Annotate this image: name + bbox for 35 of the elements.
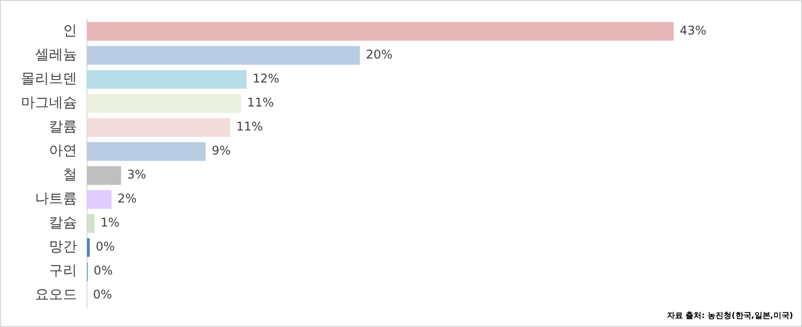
data-label: 0% [96,240,115,254]
bar [87,214,95,233]
bar [87,166,122,185]
bar [87,142,206,161]
data-label: 9% [212,144,231,158]
y-tick-label: 요오드 [35,287,77,304]
data-label: 2% [118,192,137,206]
bar [87,118,230,137]
bar [87,238,90,257]
y-tick-label: 망간 [49,239,77,256]
data-label: 0% [93,288,112,302]
text: 자료 출처: 농진청(한국,일본,미국) [666,311,793,320]
y-tick-label: 몰리브덴 [21,71,77,88]
y-tick-label: 구리 [49,263,77,280]
data-label: 11% [236,120,263,134]
bar [87,22,674,41]
y-tick-label: 아연 [49,143,77,160]
data-label: 11% [247,96,274,110]
y-tick-label: 철 [63,167,77,184]
data-label: 0% [94,264,113,278]
y-tick-label: 마그네슘 [21,95,77,112]
y-tick-label: 나트륨 [35,191,77,208]
data-label: 3% [127,168,146,182]
y-tick-label: 인 [63,23,77,40]
data-label: 12% [252,72,280,86]
data-label: 43% [680,24,706,38]
bar [87,70,247,89]
data-label: 20% [366,48,393,62]
bar [87,94,242,113]
y-tick-label: 칼륨 [49,119,77,136]
y-tick-label: 셀레늄 [35,47,77,64]
data-label: 1% [100,216,120,230]
y-tick-label: 칼슘 [49,215,77,232]
bar [87,46,360,65]
bar [87,190,112,209]
